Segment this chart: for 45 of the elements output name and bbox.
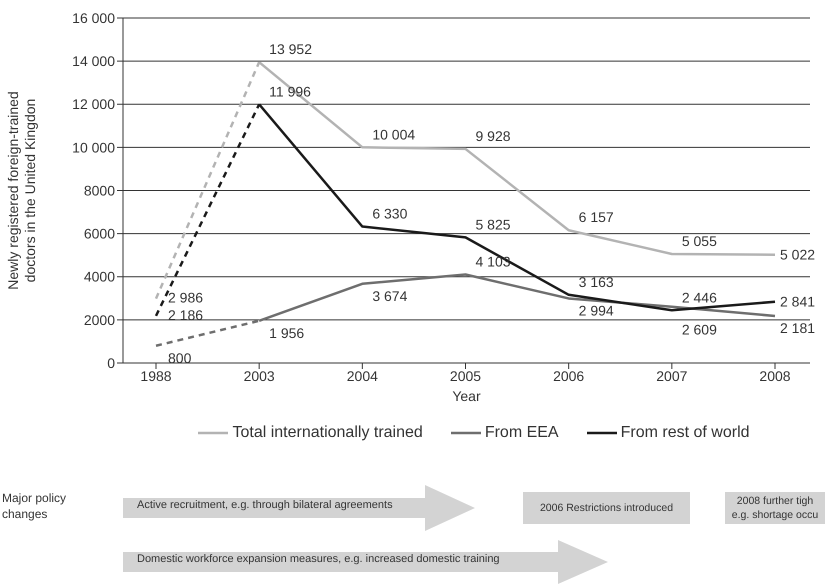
y-tick-label: 14 000 [72, 53, 116, 70]
data-label: 2 986 [168, 290, 204, 306]
data-label: 2 841 [780, 294, 816, 310]
data-label: 11 996 [269, 83, 312, 100]
y-tick-label: 10 000 [72, 139, 116, 156]
data-label: 2 446 [682, 289, 718, 306]
data-label: 2 994 [578, 302, 614, 318]
data-label: 5 022 [780, 246, 816, 263]
y-tick-label: 4000 [84, 268, 116, 285]
data-label: 3 674 [372, 288, 408, 304]
legend-label: From EEA [484, 424, 559, 442]
data-label: 13 952 [269, 41, 312, 58]
y-tick-label: 6000 [84, 226, 116, 242]
y-tick-label: 12 000 [72, 96, 116, 112]
data-label: 4 103 [476, 254, 511, 270]
x-tick-label: 2008 [759, 368, 791, 384]
legend-label: Total internationally trained [232, 424, 423, 442]
label-box: 2006 Restrictions introduced [523, 492, 690, 524]
y-tick-label: 8000 [84, 182, 116, 198]
data-label: 10 004 [372, 126, 416, 142]
x-axis-title: Year [452, 388, 481, 404]
data-label: 3 163 [578, 274, 614, 290]
text: Active recruitment, e.g. through bilateral agreements [137, 499, 393, 511]
x-tick-label: 1988 [140, 368, 172, 384]
legend-label: From rest of world [620, 424, 750, 442]
x-tick-label: 2006 [553, 368, 584, 384]
data-label: 2 181 [780, 320, 816, 336]
text: Domestic workforce expansion measures, e.g. increased domestic training [137, 553, 500, 565]
y-tick-label: 0 [107, 354, 116, 371]
data-label: 9 928 [476, 128, 511, 144]
data-label: 6 157 [578, 209, 614, 226]
x-tick-label: 2005 [450, 368, 482, 384]
data-label: 5 055 [682, 233, 718, 249]
data-label: 5 825 [476, 216, 511, 232]
data-label: 1 956 [269, 324, 304, 341]
y-tick-label: 2000 [84, 312, 116, 328]
data-label: 6 330 [372, 206, 408, 222]
text: Major policy changes [2, 490, 68, 522]
y-axis-title: Newly registered foreign-trained doctors in the United Kingdon [5, 91, 38, 290]
label-box: 2008 further tigh e.g. shortage occu [725, 492, 825, 524]
x-tick-label: 2003 [244, 368, 275, 384]
y-tick-label: 16 000 [72, 10, 116, 26]
x-tick-label: 2007 [656, 368, 688, 384]
x-tick-label: 2004 [346, 368, 378, 384]
data-label: 2 609 [682, 322, 718, 338]
